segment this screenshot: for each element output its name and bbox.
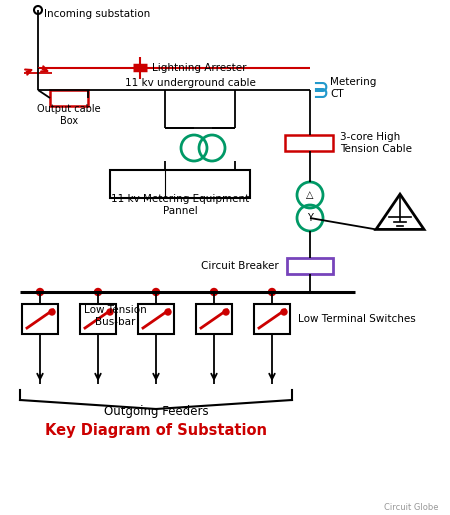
Text: 11 kv underground cable: 11 kv underground cable bbox=[125, 78, 256, 88]
Text: Key Diagram of Substation: Key Diagram of Substation bbox=[45, 422, 267, 438]
Circle shape bbox=[211, 288, 217, 296]
Circle shape bbox=[36, 288, 44, 296]
Bar bbox=[285, 135, 333, 151]
Circle shape bbox=[153, 288, 159, 296]
Text: Low Terminal Switches: Low Terminal Switches bbox=[298, 314, 416, 324]
Text: Outgoing Feeders: Outgoing Feeders bbox=[104, 405, 208, 419]
Bar bbox=[50, 90, 88, 106]
Text: Lightning Arrester: Lightning Arrester bbox=[152, 63, 247, 73]
Text: ⊃: ⊃ bbox=[312, 77, 328, 96]
Text: Low Tension
Bus-bar: Low Tension Bus-bar bbox=[84, 305, 146, 327]
Text: Circuit Breaker: Circuit Breaker bbox=[201, 261, 279, 271]
Text: △: △ bbox=[306, 190, 314, 200]
Circle shape bbox=[49, 309, 55, 315]
Text: Incoming substation: Incoming substation bbox=[44, 9, 150, 19]
Circle shape bbox=[269, 288, 275, 296]
Circle shape bbox=[107, 309, 113, 315]
Text: ⊃: ⊃ bbox=[312, 83, 328, 102]
Bar bbox=[254, 304, 290, 334]
Text: Υ: Υ bbox=[307, 213, 313, 223]
Circle shape bbox=[94, 288, 102, 296]
Bar bbox=[22, 304, 58, 334]
Bar bbox=[80, 304, 116, 334]
Text: Output cable
Box: Output cable Box bbox=[37, 104, 101, 126]
Bar bbox=[196, 304, 232, 334]
Text: 11 kv Metering Equipment
Pannel: 11 kv Metering Equipment Pannel bbox=[111, 194, 249, 216]
Bar bbox=[110, 170, 250, 198]
Circle shape bbox=[281, 309, 287, 315]
Bar bbox=[138, 304, 174, 334]
Circle shape bbox=[165, 309, 171, 315]
Bar bbox=[287, 258, 333, 274]
Circle shape bbox=[223, 309, 229, 315]
Text: Metering
CT: Metering CT bbox=[330, 77, 376, 99]
Text: 3-core High
Tension Cable: 3-core High Tension Cable bbox=[340, 132, 412, 154]
Text: Circuit Globe: Circuit Globe bbox=[383, 504, 438, 512]
